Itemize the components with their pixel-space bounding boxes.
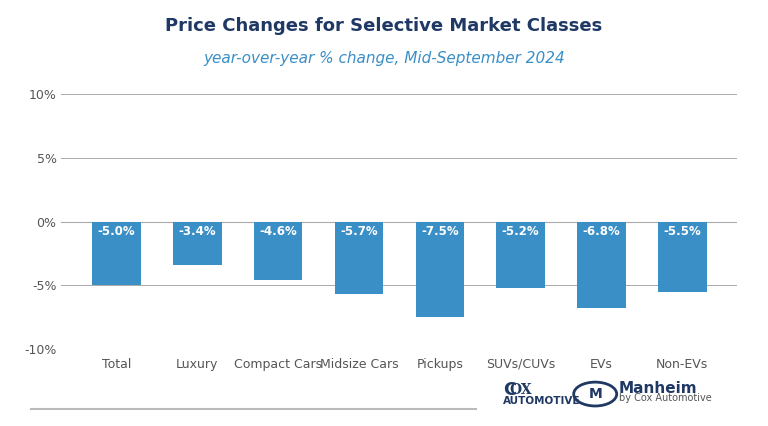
Text: C: C [503,381,516,399]
Bar [658,222,707,292]
Text: -6.8%: -6.8% [583,225,621,238]
Text: -5.5%: -5.5% [664,225,701,238]
Bar [496,222,545,288]
Text: AUTOMOTIVE: AUTOMOTIVE [503,396,581,406]
Text: -5.7%: -5.7% [340,225,378,238]
Bar [254,222,303,280]
Bar [173,222,221,265]
Text: Price Changes for Selective Market Classes: Price Changes for Selective Market Class… [165,17,603,35]
Text: -4.6%: -4.6% [260,225,297,238]
Bar [335,222,383,294]
Bar [415,222,464,317]
Text: OX: OX [509,383,531,397]
Bar [92,222,141,285]
Text: year-over-year % change, Mid-September 2024: year-over-year % change, Mid-September 2… [203,51,565,66]
Text: -5.0%: -5.0% [98,225,135,238]
Text: -3.4%: -3.4% [178,225,216,238]
Text: -5.2%: -5.2% [502,225,539,238]
Text: Manheim: Manheim [619,381,697,396]
Text: -7.5%: -7.5% [421,225,458,238]
Bar [578,222,626,308]
Text: M: M [588,387,602,401]
Text: by Cox Automotive: by Cox Automotive [619,393,712,403]
